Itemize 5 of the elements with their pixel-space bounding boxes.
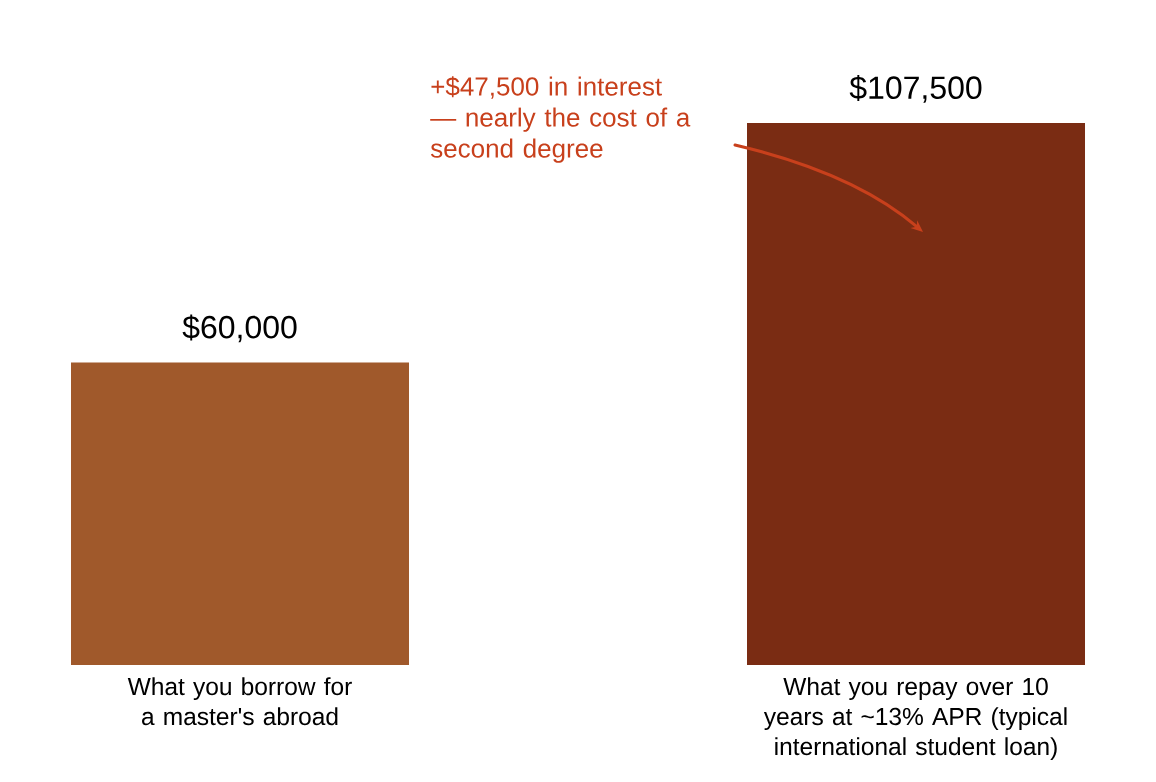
x-tick-label: What you repay over 10 years at ~13% APR (typical international student loan) bbox=[763, 677, 1067, 761]
x-tick-label: What you borrow for a master's abroad bbox=[127, 677, 352, 726]
annotation: +$47,500 in interest — nearly the cost of a second degree bbox=[430, 76, 691, 163]
data-label: $107,500 bbox=[849, 75, 982, 103]
data-label: $60,000 bbox=[182, 314, 297, 343]
